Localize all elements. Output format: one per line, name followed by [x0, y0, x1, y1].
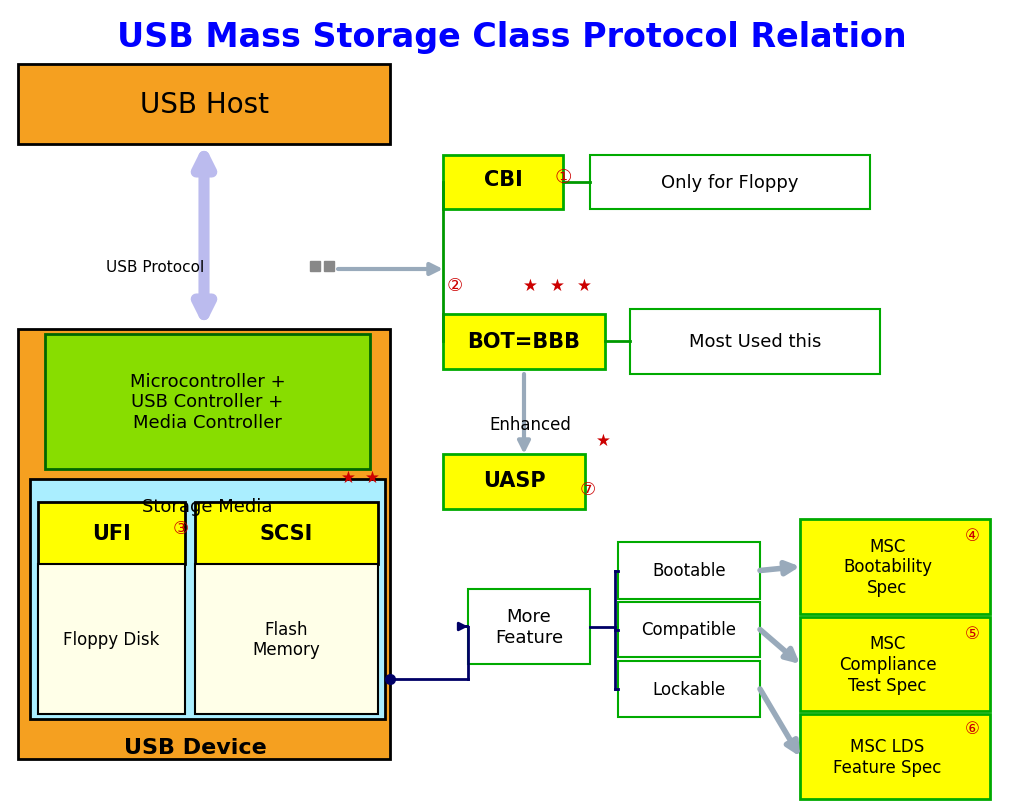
Bar [18, 329, 390, 759]
Bar [45, 335, 370, 470]
Text: BOT=BBB: BOT=BBB [468, 332, 581, 352]
Bar [30, 479, 385, 719]
Text: Most Used this: Most Used this [689, 333, 821, 351]
Bar [38, 503, 185, 565]
Text: ②: ② [447, 277, 463, 295]
Text: Compatible: Compatible [641, 621, 736, 638]
Bar [468, 589, 590, 664]
Bar [18, 65, 390, 145]
Text: MSC
Bootability
Spec: MSC Bootability Spec [843, 537, 932, 597]
Bar [310, 262, 319, 271]
Text: CBI: CBI [483, 170, 522, 190]
Text: ④: ④ [966, 526, 980, 544]
Bar [195, 565, 378, 714]
Text: ★: ★ [550, 277, 564, 295]
Text: Microcontroller +
USB Controller +
Media Controller: Microcontroller + USB Controller + Media… [130, 373, 286, 432]
Bar [630, 310, 880, 374]
Text: ★: ★ [365, 468, 380, 487]
Bar [800, 618, 990, 711]
Text: Enhanced: Enhanced [489, 415, 571, 434]
Text: USB Host: USB Host [139, 91, 268, 119]
Text: ⑥: ⑥ [966, 719, 980, 737]
Text: ①: ① [555, 168, 572, 187]
Text: More
Feature: More Feature [495, 607, 563, 646]
Text: ★: ★ [577, 277, 592, 295]
Text: Bootable: Bootable [652, 562, 726, 580]
Bar [195, 503, 378, 565]
Text: ⑦: ⑦ [580, 480, 596, 499]
Bar [443, 156, 563, 210]
Bar [800, 714, 990, 799]
Text: USB Device: USB Device [124, 737, 266, 757]
Text: USB Mass Storage Class Protocol Relation: USB Mass Storage Class Protocol Relation [117, 22, 907, 55]
Bar [800, 520, 990, 614]
Bar [443, 315, 605, 369]
Text: Floppy Disk: Floppy Disk [63, 630, 160, 648]
Text: ★: ★ [596, 431, 610, 450]
Bar [590, 156, 870, 210]
Text: ⑤: ⑤ [966, 624, 980, 642]
Text: ③: ③ [173, 520, 189, 537]
Text: Only for Floppy: Only for Floppy [662, 173, 799, 192]
Text: Storage Media: Storage Media [142, 497, 272, 516]
Text: Lockable: Lockable [652, 680, 726, 698]
Bar [443, 454, 585, 509]
Text: SCSI: SCSI [260, 524, 313, 544]
Text: Flash
Memory: Flash Memory [253, 620, 321, 658]
Bar [324, 262, 334, 271]
Bar [618, 602, 760, 657]
Text: ★: ★ [341, 468, 355, 487]
Bar [618, 661, 760, 717]
Bar [38, 565, 185, 714]
Text: USB Protocol: USB Protocol [105, 260, 204, 275]
Text: MSC
Compliance
Test Spec: MSC Compliance Test Spec [839, 634, 936, 694]
Text: ★: ★ [522, 277, 538, 295]
Text: MSC LDS
Feature Spec: MSC LDS Feature Spec [834, 737, 942, 776]
Text: UFI: UFI [92, 524, 131, 544]
Bar [618, 542, 760, 599]
Text: UASP: UASP [482, 471, 546, 491]
